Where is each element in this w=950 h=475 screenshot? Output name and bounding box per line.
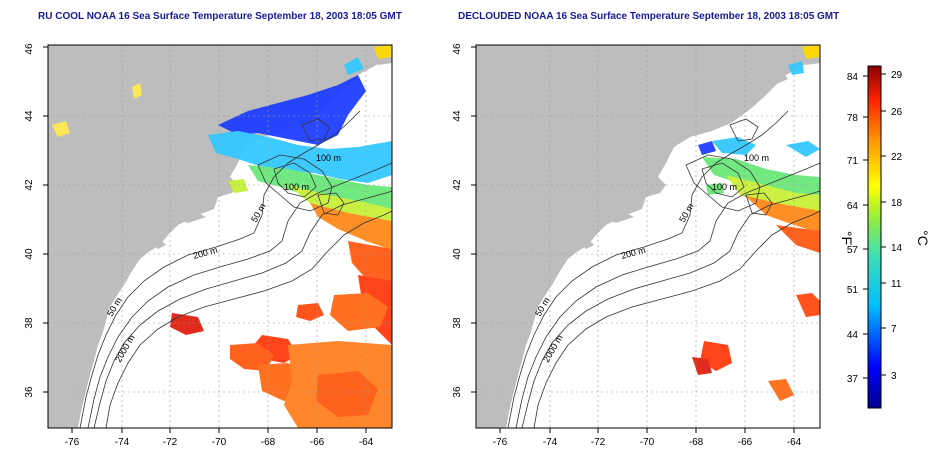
y-tick-label: 36 bbox=[24, 386, 35, 398]
fahrenheit-tick-label: 44 bbox=[847, 330, 859, 341]
celsius-unit-label: °C bbox=[915, 230, 931, 246]
x-tick-label: -70 bbox=[212, 437, 227, 448]
y-tick-label: 42 bbox=[452, 179, 463, 191]
x-tick-label: -66 bbox=[310, 437, 325, 448]
map-frame bbox=[475, 44, 821, 429]
x-tick-label: -66 bbox=[738, 437, 753, 448]
tick-marks bbox=[471, 46, 795, 433]
x-tick-label: -64 bbox=[787, 437, 802, 448]
x-tick-label: -68 bbox=[689, 437, 704, 448]
colorbar-ticks bbox=[863, 73, 886, 379]
celsius-tick-label: 18 bbox=[891, 198, 903, 209]
y-tick-label: 40 bbox=[24, 248, 35, 260]
x-tick-label: -76 bbox=[493, 437, 508, 448]
celsius-tick-label: 26 bbox=[891, 107, 903, 118]
colorbar-fahrenheit-labels: 84 78 71 64 57 51 44 37 bbox=[847, 72, 859, 385]
x-tick-label: -74 bbox=[543, 437, 558, 448]
y-tick-labels: 36 38 40 42 44 46 bbox=[452, 43, 463, 398]
contour-label: 100 m bbox=[284, 182, 309, 192]
x-tick-label: -72 bbox=[591, 437, 606, 448]
sst-patches-left bbox=[52, 45, 392, 428]
y-tick-label: 36 bbox=[452, 386, 463, 398]
celsius-tick-label: 3 bbox=[891, 371, 897, 382]
celsius-tick-label: 11 bbox=[891, 279, 902, 290]
y-tick-labels: 36 38 40 42 44 46 bbox=[24, 43, 35, 398]
colorbar: 84 78 71 64 57 51 44 37 29 26 22 18 14 1… bbox=[839, 65, 931, 409]
celsius-tick-label: 7 bbox=[891, 324, 897, 335]
celsius-tick-label: 22 bbox=[891, 152, 903, 163]
celsius-tick-label: 14 bbox=[891, 243, 903, 254]
y-tick-label: 46 bbox=[452, 43, 463, 55]
tick-marks bbox=[43, 46, 367, 433]
right-panel-title: DECLOUDED NOAA 16 Sea Surface Temperatur… bbox=[458, 11, 840, 22]
colorbar-celsius-labels: 29 26 22 18 14 11 7 3 bbox=[891, 70, 903, 382]
left-panel-title: RU COOL NOAA 16 Sea Surface Temperature … bbox=[38, 11, 402, 22]
sst-patches-right bbox=[692, 45, 820, 401]
x-tick-label: -64 bbox=[359, 437, 374, 448]
x-tick-labels: -76 -74 -72 -70 -68 -66 -64 bbox=[65, 437, 374, 448]
fahrenheit-tick-label: 51 bbox=[847, 285, 859, 296]
contour-label: 100 m bbox=[712, 182, 737, 192]
grid-lines bbox=[476, 45, 820, 428]
x-tick-labels: -76 -74 -72 -70 -68 -66 -64 bbox=[493, 437, 802, 448]
fahrenheit-tick-label: 84 bbox=[847, 72, 859, 83]
x-tick-label: -76 bbox=[65, 437, 80, 448]
colorbar-ramp bbox=[867, 65, 882, 409]
fahrenheit-tick-label: 64 bbox=[847, 201, 859, 212]
grid-lines bbox=[48, 45, 392, 428]
y-tick-label: 44 bbox=[24, 110, 35, 122]
y-tick-label: 38 bbox=[24, 317, 35, 329]
x-tick-label: -72 bbox=[163, 437, 178, 448]
celsius-tick-label: 29 bbox=[891, 70, 903, 81]
fahrenheit-tick-label: 57 bbox=[847, 245, 859, 256]
right-map-panel: 100 m 100 m 50 m 200 m 50 m 2000 m -76 -… bbox=[452, 43, 821, 448]
y-tick-label: 44 bbox=[452, 110, 463, 122]
y-tick-label: 38 bbox=[452, 317, 463, 329]
y-tick-label: 42 bbox=[24, 179, 35, 191]
contour-label: 100 m bbox=[316, 153, 341, 163]
y-tick-label: 40 bbox=[452, 248, 463, 260]
fahrenheit-tick-label: 71 bbox=[847, 156, 859, 167]
fahrenheit-tick-label: 37 bbox=[847, 374, 859, 385]
y-tick-label: 46 bbox=[24, 43, 35, 55]
contour-label: 100 m bbox=[744, 153, 769, 163]
fahrenheit-tick-label: 78 bbox=[847, 113, 859, 124]
x-tick-label: -68 bbox=[261, 437, 276, 448]
x-tick-label: -74 bbox=[115, 437, 130, 448]
left-map-panel: 100 m 100 m 50 m 200 m 50 m 2000 m -76 -… bbox=[24, 43, 393, 448]
x-tick-label: -70 bbox=[640, 437, 655, 448]
fahrenheit-unit-label: °F bbox=[839, 231, 855, 245]
map-frame bbox=[47, 44, 393, 429]
